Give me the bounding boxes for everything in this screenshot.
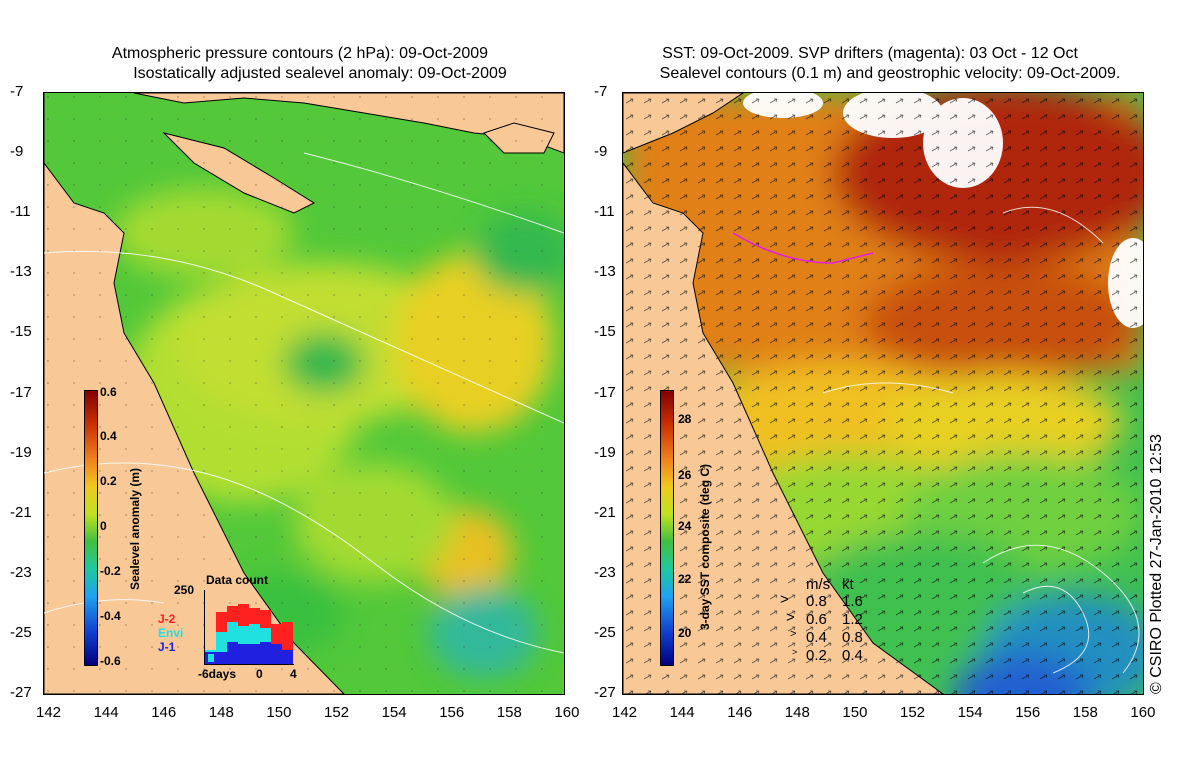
lon-tick-label: 150 [842,704,868,721]
data-count-xlabel: -6days [198,667,237,681]
data-count-xlabel: 0 [256,667,263,681]
sst-colorbar-tick: 28 [678,412,692,426]
lat-tick-label: -15 [594,323,616,341]
lat-tick-label: -11 [594,203,615,221]
velocity-legend-header-ms: m/s [806,576,831,593]
sealevel-anomaly-map [43,92,565,695]
lat-tick-label: -7 [10,83,24,100]
legend-envi: Envi [158,626,184,640]
lat-tick-label: -13 [10,263,32,281]
sst-colorbar-tick: 26 [678,468,692,482]
velocity-legend-header-kt: kt [842,576,854,593]
sst-colorbar-tick: 22 [678,572,692,586]
sealevel-colorbar-tick: 0.4 [100,429,117,443]
lat-tick-label: -17 [594,383,616,401]
lat-tick-label: -9 [594,143,608,161]
velocity-legend-kt: 1.2 [842,611,863,628]
velocity-arrow-icon: > [786,609,795,626]
lon-tick-label: 152 [324,704,350,721]
lat-tick-label: -19 [594,443,616,461]
data-count-inset: Data count 250 J-2 Envi J-1 -6days 0 4 [150,570,300,681]
lat-tick-label: -19 [10,443,32,461]
legend-j2: J-2 [158,612,176,626]
lat-tick-label: -17 [10,383,32,401]
lat-tick-label: -9 [10,143,24,161]
velocity-legend-ms: 0.2 [806,647,827,664]
right-title-line1: SST: 09-Oct-2009. SVP drifters (magenta)… [662,45,1078,62]
sst-colorbar-tick: 24 [678,519,692,533]
copyright-text: © CSIRO Plotted 27-Jan-2010 12:53 [1148,434,1165,694]
lat-tick-label: -23 [594,563,616,581]
lon-tick-label: 148 [784,704,810,721]
lon-tick-label: 152 [900,704,926,721]
sealevel-colorbar-tick: 0.6 [100,385,117,399]
data-count-ymax: 250 [174,583,195,597]
sealevel-colorbar-tick: -0.2 [100,564,121,578]
lat-tick-label: -25 [10,623,32,641]
data-count-xlabel: 4 [290,667,297,681]
lat-tick-label: -27 [10,684,32,701]
velocity-arrow-icon: > [780,591,789,608]
sst-colorbar-label: 3-day SST composite (deg C) [698,463,712,630]
lon-tick-label: 146 [727,704,753,721]
lat-tick-label: -25 [594,623,616,641]
lon-tick-label: 144 [669,704,695,721]
lon-tick-label: 142 [612,704,638,721]
sst-colorbar [660,390,674,666]
sealevel-colorbar-tick: -0.4 [100,609,121,623]
velocity-legend-ms: 0.8 [806,593,827,610]
velocity-legend-kt: 0.4 [842,647,863,664]
lat-tick-label: -21 [10,503,32,521]
right-title-line2: Sealevel contours (0.1 m) and geostrophi… [659,65,1121,82]
data-count-bars [205,604,293,664]
sealevel-colorbar-tick: -0.6 [100,654,121,668]
velocity-legend-kt: 0.8 [842,629,863,646]
sealevel-colorbar-tick: 0 [100,519,107,533]
legend-j1: J-1 [158,640,176,654]
velocity-legend: m/s kt > 0.8 1.6 > 0.6 1.2 > 0.4 0.8 > 0… [780,576,880,666]
left-title-line1: Atmospheric pressure contours (2 hPa): 0… [111,45,489,62]
sealevel-colorbar [84,390,98,666]
left-title-line2: Isostatically adjusted sealevel anomaly:… [133,65,507,82]
velocity-legend-ms: 0.4 [806,629,827,646]
lon-tick-label: 156 [439,704,465,721]
lat-tick-label: -11 [10,203,31,221]
sst-map [622,92,1144,695]
lon-tick-label: 146 [151,704,177,721]
lat-tick-label: -23 [10,563,32,581]
velocity-arrow-icon: > [790,628,797,640]
velocity-legend-ms: 0.6 [806,611,827,628]
lat-tick-label: -13 [594,263,616,281]
lat-tick-label: -7 [594,83,608,100]
lon-tick-label: 158 [496,704,522,721]
sst-colorbar-tick: 20 [678,626,692,640]
lon-tick-label: 156 [1015,704,1041,721]
velocity-legend-kt: 1.6 [842,593,863,610]
lon-tick-label: 160 [1130,704,1156,721]
lat-tick-label: -21 [594,503,616,521]
velocity-arrow-icon: > [792,647,798,657]
sealevel-colorbar-tick: 0.2 [100,474,117,488]
sealevel-colorbar-label: Sealevel anomaly (m) [128,467,142,590]
lat-tick-label: -15 [10,323,32,341]
lon-tick-label: 142 [36,704,62,721]
lon-tick-label: 154 [381,704,407,721]
lon-tick-label: 150 [266,704,292,721]
data-count-title: Data count [206,573,269,587]
lon-tick-label: 154 [957,704,983,721]
lon-tick-label: 144 [93,704,119,721]
lon-tick-label: 148 [208,704,234,721]
lat-tick-label: -27 [594,684,616,701]
lon-tick-label: 158 [1072,704,1098,721]
lon-tick-label: 160 [554,704,580,721]
